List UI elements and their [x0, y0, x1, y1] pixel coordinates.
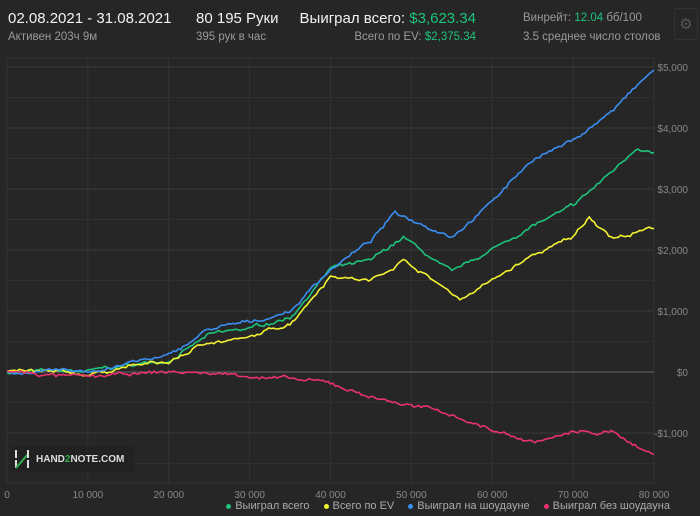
x-tick-label: 10 000: [73, 490, 104, 501]
legend-dot-icon: [543, 503, 549, 509]
x-tick-label: 50 000: [396, 490, 427, 501]
date-range[interactable]: 02.08.2021 - 31.08.2021: [8, 10, 172, 27]
y-tick-label: -$1,000: [654, 429, 688, 440]
x-tick-label: 60 000: [477, 490, 508, 501]
x-tick-label: 0: [4, 490, 10, 501]
x-tick-label: 20 000: [153, 490, 184, 501]
logo-icon: [15, 450, 29, 469]
legend-dot-icon: [226, 503, 232, 509]
series-line: [6, 370, 655, 456]
stats-header: 02.08.2021 - 31.08.2021 Активен 203ч 9м …: [0, 0, 700, 50]
x-tick-label: 70 000: [558, 490, 589, 501]
winrate: Винрейт: 12.04 бб/100: [523, 12, 642, 24]
gear-icon[interactable]: ⚙: [674, 8, 698, 40]
legend-label: Выиграл на шоудауне: [417, 500, 530, 512]
legend-item[interactable]: Выиграл на шоудауне: [408, 500, 530, 512]
x-tick-label: 30 000: [234, 490, 265, 501]
y-tick-label: $4,000: [657, 124, 688, 135]
chart-legend: Выиграл всего Всего по EV Выиграл на шоуда…: [226, 500, 670, 512]
y-tick-label: $1,000: [657, 307, 688, 318]
legend-item[interactable]: Выиграл без шоудауна: [543, 500, 670, 512]
legend-label: Выиграл всего: [235, 500, 310, 512]
ev-value: $2,375.34: [424, 31, 476, 43]
x-tick-label: 80 000: [639, 490, 670, 501]
legend-dot-icon: [323, 503, 329, 509]
legend-label: Всего по EV: [332, 500, 395, 512]
hand2note-logo: HAND2NOTE.COM: [10, 446, 134, 472]
won-label: Выиграл всего:: [299, 10, 406, 27]
hands-count: 80 195 Руки: [196, 10, 279, 27]
won-value: $3,623.34: [409, 10, 476, 27]
y-tick-label: $2,000: [657, 246, 688, 257]
legend-dot-icon: [408, 503, 414, 509]
logo-text: HAND2NOTE.COM: [36, 453, 125, 465]
winrate-label: Винрейт:: [523, 12, 572, 24]
hands-per-hour: 395 рук в час: [196, 31, 267, 43]
ev-total: Всего по EV: $2,375.34: [354, 31, 476, 43]
y-tick-label: $3,000: [657, 185, 688, 196]
winrate-unit: бб/100: [606, 12, 642, 24]
ev-label: Всего по EV:: [354, 31, 422, 43]
x-tick-label: 40 000: [315, 490, 346, 501]
winrate-value: 12.04: [574, 12, 604, 24]
legend-item[interactable]: Выиграл всего: [226, 500, 310, 512]
legend-item[interactable]: Всего по EV: [323, 500, 395, 512]
series-line: [6, 69, 655, 376]
active-time: Активен 203ч 9м: [8, 31, 98, 43]
avg-tables: 3.5 среднее число столов: [523, 31, 661, 43]
y-tick-label: $5,000: [657, 63, 688, 74]
series-line: [6, 148, 655, 375]
won-total: Выиграл всего: $3,623.34: [300, 10, 476, 27]
legend-label: Выиграл без шоудауна: [552, 500, 670, 512]
series-line: [6, 215, 655, 377]
y-tick-label: $0: [677, 368, 689, 379]
